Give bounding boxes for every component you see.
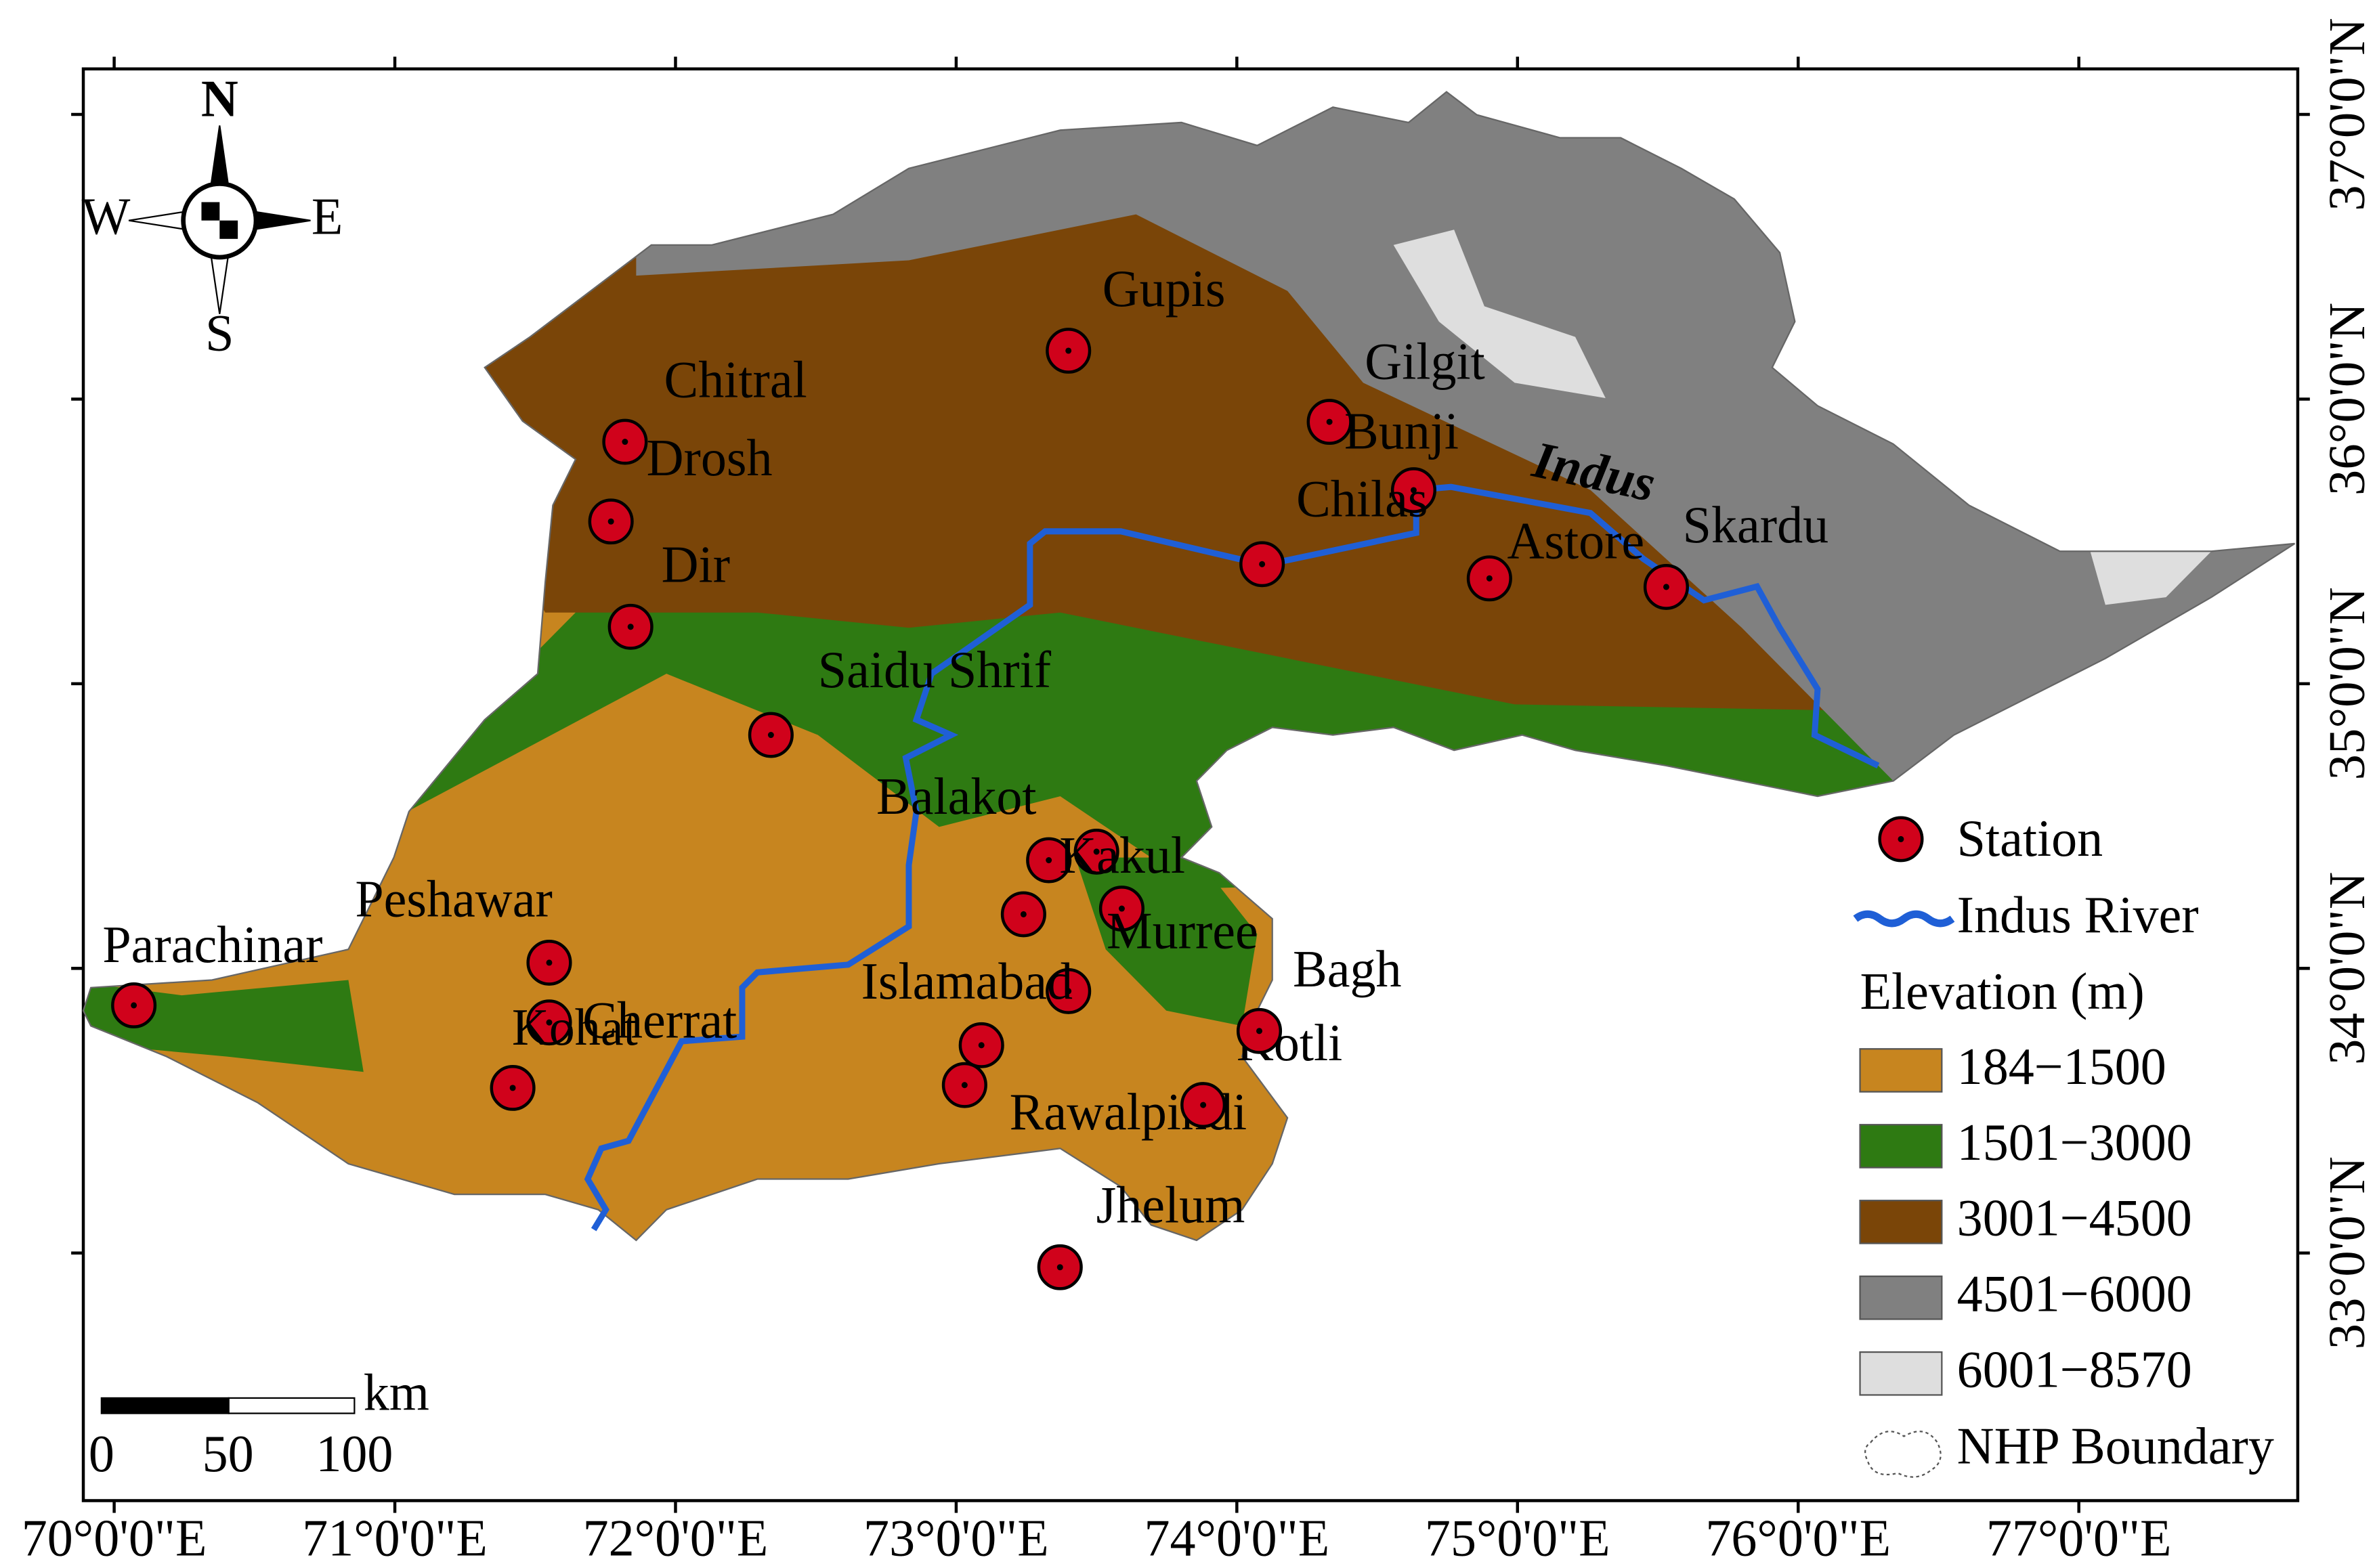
scale-segment — [100, 1397, 230, 1414]
x-tick-label: 74°0'0"E — [1144, 1509, 1330, 1567]
station-label: Drosh — [647, 429, 773, 487]
y-tick-label: 34°0'0"N — [2318, 872, 2375, 1065]
y-tick-label: 35°0'0"N — [2318, 587, 2375, 780]
y-tick-label: 37°0'0"N — [2318, 18, 2375, 211]
x-tick-label: 77°0'0"E — [1986, 1509, 2172, 1567]
x-tick-label: 71°0'0"E — [302, 1509, 488, 1567]
y-tick-label: 33°0'0"N — [2318, 1156, 2375, 1349]
station-label: Islamabad — [861, 952, 1073, 1009]
station-dot — [1118, 905, 1125, 912]
x-tick-label: 76°0'0"E — [1705, 1509, 1891, 1567]
station-label: Gilgit — [1365, 332, 1484, 390]
scale-segment — [228, 1397, 356, 1414]
station-dot — [978, 1042, 985, 1049]
station-label: Bunji — [1344, 402, 1459, 460]
station-dot — [767, 732, 774, 739]
station-label: Gupis — [1103, 260, 1226, 318]
station-dot — [1326, 418, 1333, 425]
legend-class-label: 1501−3000 — [1957, 1113, 2192, 1171]
station-label: Dir — [662, 536, 730, 593]
legend-swatch — [1859, 1124, 1943, 1169]
compass-n: N — [201, 70, 238, 127]
scale-tick-label: 0 — [89, 1425, 114, 1483]
station-dot — [1256, 1028, 1262, 1035]
station-dot — [622, 439, 628, 445]
station-dot — [1410, 487, 1417, 494]
peak-elevation — [1393, 230, 1606, 399]
axes: 70°0'0"E 71°0'0"E 72°0'0"E 73°0'0"E 74°0'0"E… — [22, 18, 2375, 1567]
station-dot — [131, 1002, 137, 1009]
station-dot — [1093, 848, 1100, 855]
station-dot — [607, 518, 614, 525]
y-tick-label: 36°0'0"N — [2318, 303, 2375, 496]
legend-swatch — [1859, 1276, 1943, 1320]
stations: Gupis Gilgit Bunji Chitral Drosh Dir Chilas Ast… — [102, 260, 1828, 1290]
x-tick-label: 70°0'0"E — [22, 1509, 207, 1567]
station-dot — [1065, 347, 1072, 354]
station-label: Peshawar — [355, 870, 552, 928]
compass-e: E — [312, 188, 343, 245]
station-label: Balakot — [876, 768, 1037, 825]
station-dot — [1065, 988, 1072, 995]
station-dot — [1259, 561, 1266, 567]
scale-tick-label: 50 — [202, 1425, 254, 1483]
station-label: Chilas — [1296, 470, 1428, 527]
station-label: Jhelum — [1096, 1176, 1245, 1234]
legend-class-label: 4501−6000 — [1957, 1265, 2192, 1322]
legend-boundary: NHP Boundary — [1957, 1417, 2274, 1475]
compass-w: W — [82, 188, 131, 245]
station-label: Kakul — [1059, 827, 1185, 884]
station-dot — [961, 1082, 968, 1089]
legend-class-label: 6001−8570 — [1957, 1341, 2192, 1398]
legend-class-label: 3001−4500 — [1957, 1189, 2192, 1246]
station-dot — [546, 1019, 553, 1026]
scale-bar: km 0 50 100 — [89, 1364, 429, 1483]
compass: N S W E — [82, 70, 343, 362]
peak-elevation — [2090, 551, 2212, 605]
station-label: Skardu — [1683, 496, 1828, 554]
x-tick-label: 75°0'0"E — [1425, 1509, 1610, 1567]
x-tick-label: 72°0'0"E — [583, 1509, 769, 1567]
legend-river-symbol — [1853, 910, 1955, 928]
station-dot — [546, 959, 553, 966]
scale-tick-label: 100 — [316, 1425, 393, 1483]
legend-class-label: 184−1500 — [1957, 1037, 2166, 1095]
legend-swatch — [1859, 1200, 1943, 1244]
scale-unit: km — [364, 1364, 429, 1421]
station-dot — [1663, 584, 1669, 590]
station-dot — [1046, 857, 1052, 864]
station-dot — [509, 1085, 516, 1091]
x-tick-label: 73°0'0"E — [863, 1509, 1049, 1567]
station-label: Astore — [1507, 512, 1644, 569]
station-label: Cherrat — [582, 991, 737, 1049]
station-label: Chitral — [664, 351, 807, 408]
legend-boundary-symbol — [1864, 1431, 1942, 1478]
station-label: Saidu Shrif — [818, 641, 1052, 699]
station-dot — [1200, 1102, 1207, 1108]
station-label: Murree — [1107, 902, 1258, 959]
station-dot — [1020, 911, 1027, 917]
legend-swatch — [1859, 1048, 1943, 1093]
legend-station: Station — [1957, 809, 2103, 867]
station-label: Kohat — [512, 999, 638, 1056]
station-dot — [1056, 1264, 1063, 1271]
legend-swatch — [1859, 1351, 1943, 1396]
legend: Station Indus River Elevation (m) NHP Bo… — [1853, 809, 2274, 1478]
compass-s: S — [205, 304, 234, 362]
station-dot — [627, 624, 634, 630]
legend-river: Indus River — [1957, 886, 2199, 944]
legend-elevation-title: Elevation (m) — [1860, 963, 2145, 1020]
station-dot — [1486, 575, 1493, 582]
station-label: Parachinar — [102, 916, 322, 974]
station-label: Bagh — [1293, 940, 1402, 997]
